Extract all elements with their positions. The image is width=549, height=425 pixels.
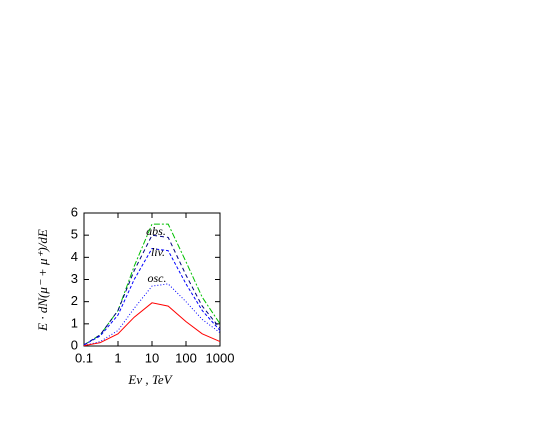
x-axis-label: Eν , TeV	[127, 372, 173, 387]
y-tick-label: 0	[71, 337, 78, 352]
y-tick-label: 5	[71, 227, 78, 242]
x-tick-label: 100	[175, 350, 197, 365]
series-line	[83, 302, 221, 347]
series-line	[83, 247, 221, 346]
annotation: abs.	[146, 224, 166, 238]
annotation: liv.	[151, 245, 165, 259]
y-tick-label: 3	[71, 271, 78, 286]
annotation: osc.	[148, 271, 167, 285]
y-axis-label: E · dN(μ⁻ + μ⁺)/dE	[35, 229, 50, 332]
series-line	[83, 234, 221, 346]
x-tick-label: 0.1	[75, 350, 93, 365]
x-tick-label: 1000	[206, 350, 235, 365]
y-tick-label: 6	[71, 204, 78, 219]
x-tick-label: 1	[114, 350, 121, 365]
y-tick-label: 4	[71, 249, 78, 264]
y-tick-label: 2	[71, 293, 78, 308]
x-tick-label: 10	[145, 350, 159, 365]
y-tick-label: 1	[71, 315, 78, 330]
series-line	[83, 283, 221, 347]
